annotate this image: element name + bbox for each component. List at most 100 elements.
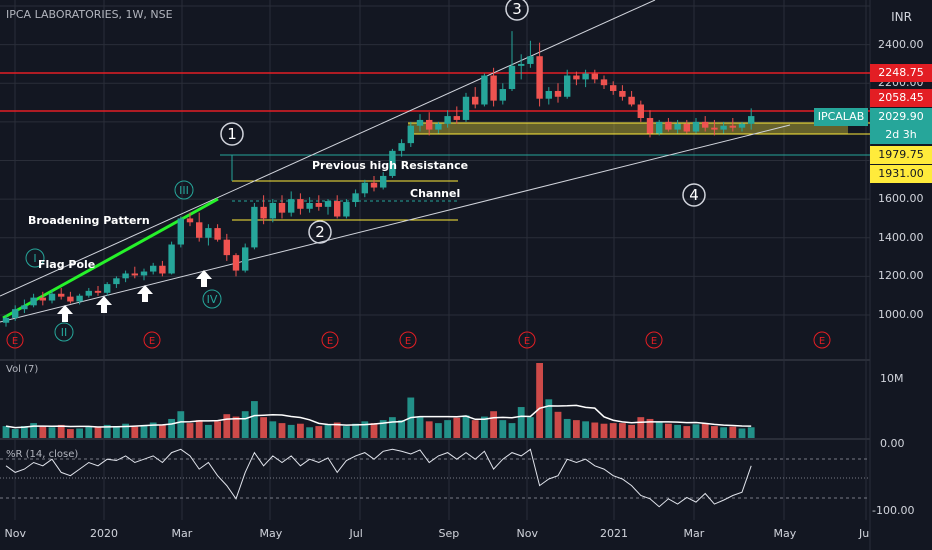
- volume-bar: [379, 420, 387, 438]
- candle: [462, 96, 470, 120]
- earnings-marker: [645, 331, 663, 349]
- candle: [389, 150, 396, 176]
- earnings-marker-label: E: [524, 336, 530, 347]
- earnings-marker: [321, 331, 339, 349]
- candle: [738, 123, 746, 128]
- volume-bar: [720, 427, 727, 438]
- price-tick: 1000.00: [878, 308, 924, 321]
- volume-bar: [517, 407, 525, 438]
- candle: [692, 121, 700, 132]
- candle: [251, 206, 258, 248]
- volume-bar: [573, 420, 580, 438]
- flagpole-label: Flag Pole: [38, 258, 96, 271]
- price-tag: 1931.00: [870, 165, 932, 183]
- resistance-label: Previous high Resistance: [312, 159, 469, 172]
- currency-label: INR: [891, 10, 912, 24]
- candle: [518, 63, 525, 66]
- volume-bar: [361, 421, 369, 438]
- price-tag: 2248.75: [870, 64, 932, 82]
- volume-bar: [655, 422, 663, 438]
- candle: [196, 222, 203, 238]
- candle: [453, 116, 460, 120]
- price-tick: 2400.00: [878, 37, 924, 51]
- volume-bar: [674, 424, 681, 438]
- volume-bar: [205, 424, 212, 438]
- oscillator-tick-bottom: -100.00: [872, 504, 915, 517]
- volume-bar: [85, 426, 93, 438]
- candle: [398, 143, 405, 151]
- symbol-tag: IPCALAB: [814, 108, 868, 126]
- volume-bar: [39, 426, 47, 438]
- time-tick: Ju: [859, 527, 870, 540]
- volume-bar: [582, 421, 589, 438]
- price-tick: 1400.00: [878, 230, 924, 244]
- up-arrow-icon: [96, 296, 112, 313]
- volume-bar: [508, 423, 516, 438]
- volume-bar: [306, 427, 313, 438]
- volume-bar: [600, 423, 608, 438]
- time-tick: May: [259, 527, 283, 540]
- volume-bar: [425, 421, 433, 438]
- subwave-label: III: [179, 184, 189, 197]
- volume-bar: [122, 423, 129, 438]
- volume-bar: [260, 417, 267, 438]
- volume-ma-line: [5, 404, 752, 429]
- candle: [48, 293, 56, 301]
- time-tick: May: [773, 527, 797, 540]
- volume-bar: [315, 426, 323, 438]
- earnings-marker: [143, 331, 161, 349]
- candle: [223, 239, 230, 256]
- price-tag: 1979.75: [870, 146, 932, 164]
- volume-bar: [435, 423, 442, 438]
- volume-bar: [554, 411, 562, 438]
- candle: [205, 228, 212, 238]
- volume-bar: [177, 411, 185, 438]
- subwave-label: I: [33, 252, 36, 265]
- candle: [2, 317, 10, 323]
- candle: [729, 125, 736, 128]
- volume-bar: [333, 422, 341, 438]
- volume-bar: [453, 417, 461, 438]
- volume-bar: [214, 421, 221, 438]
- volume-bar: [287, 424, 295, 438]
- candle: [720, 125, 727, 130]
- time-tick: Mar: [683, 527, 705, 540]
- williams-r-line: [5, 448, 752, 508]
- up-arrow-icon: [196, 270, 212, 287]
- candle: [536, 56, 543, 99]
- earnings-marker: [813, 331, 831, 349]
- candle: [140, 271, 148, 276]
- candle: [564, 75, 571, 97]
- volume-bar: [692, 424, 700, 438]
- time-tick: Sep: [438, 527, 460, 540]
- candle: [297, 199, 304, 209]
- volume-bar: [471, 420, 479, 438]
- subwave-circles: [25, 180, 222, 342]
- earnings-marker-label: E: [12, 336, 18, 347]
- candle: [122, 273, 129, 279]
- volume-tick: 10M: [880, 372, 904, 385]
- candle: [656, 121, 663, 134]
- volume-bar: [343, 426, 350, 438]
- candle: [58, 293, 65, 297]
- volume-bar: [241, 411, 249, 438]
- volume-bar: [490, 411, 497, 438]
- price-tag: 2029.90: [870, 108, 932, 126]
- volume-bar: [113, 426, 120, 438]
- time-tick: 2020: [90, 527, 118, 540]
- candle: [665, 121, 672, 130]
- candle: [610, 85, 617, 91]
- volume-bar: [370, 423, 378, 438]
- horizontal-levels: [0, 72, 870, 221]
- time-tick: Mar: [171, 527, 193, 540]
- volume-bar: [683, 426, 691, 438]
- pane-separators: [0, 0, 871, 550]
- candle: [674, 123, 681, 130]
- volume-bar: [462, 415, 470, 438]
- volume-bar: [223, 414, 231, 438]
- candle: [260, 206, 267, 219]
- candle: [306, 202, 313, 209]
- candle: [426, 119, 433, 130]
